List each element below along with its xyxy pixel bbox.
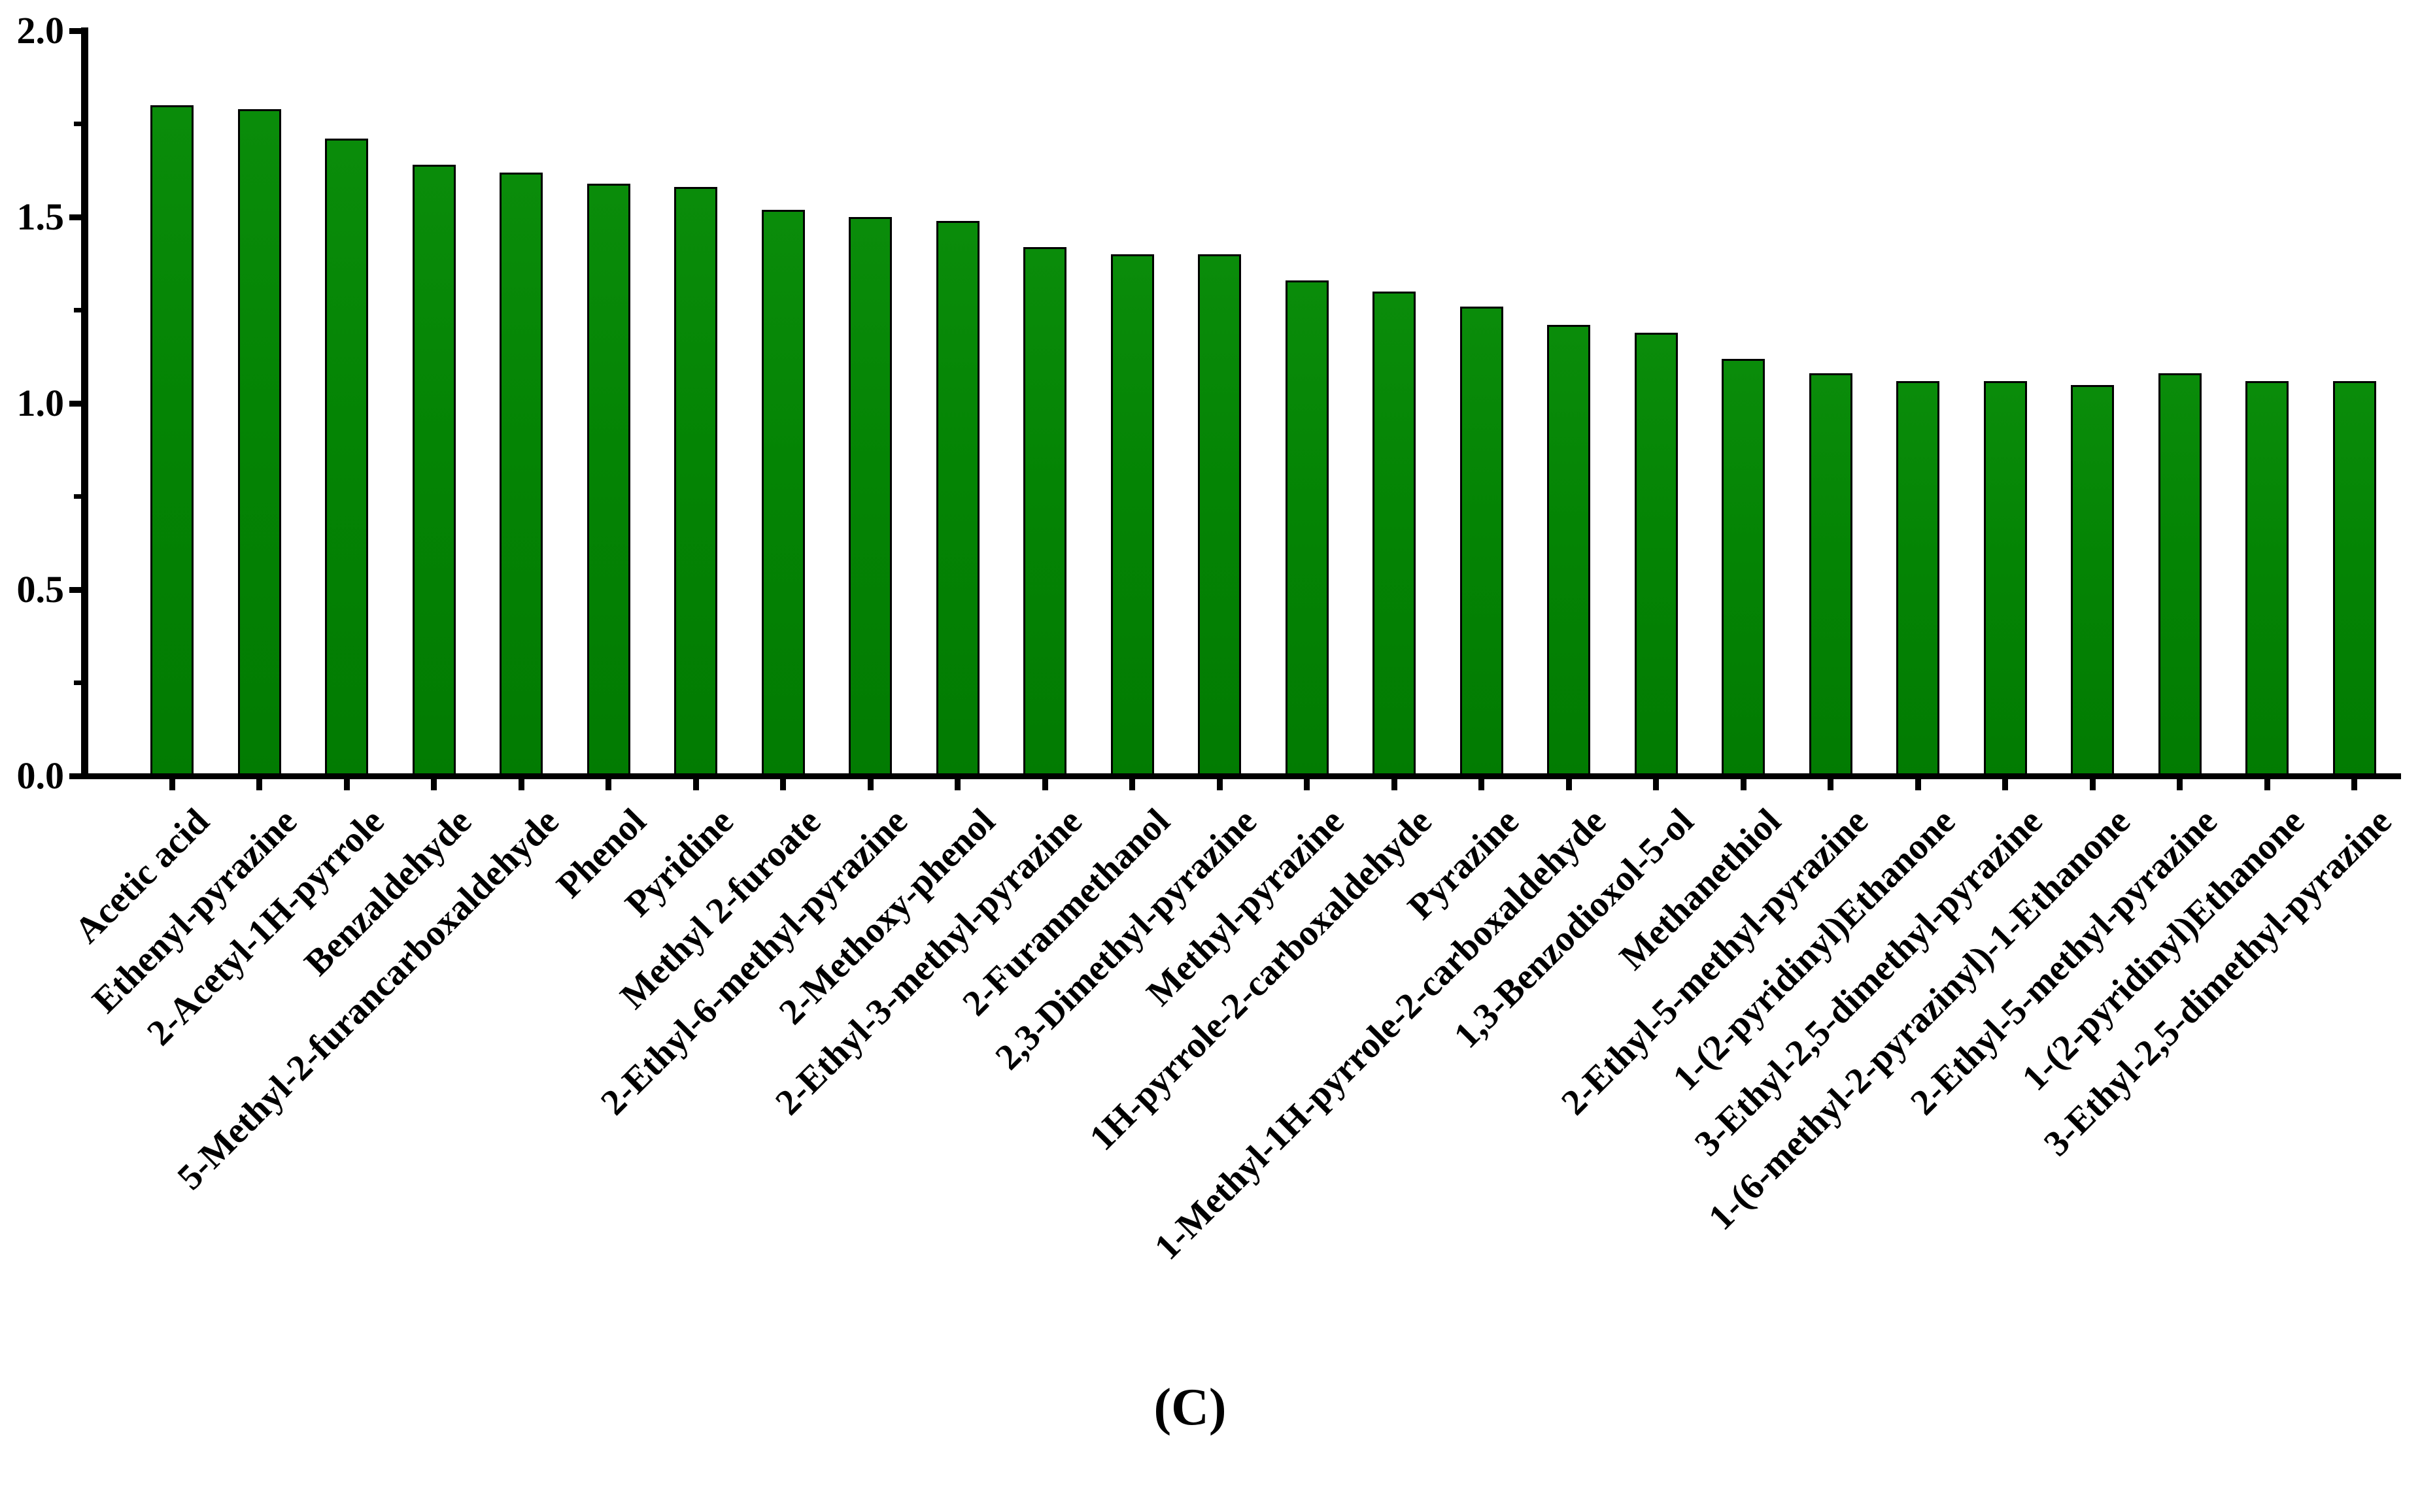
x-tick <box>1653 779 1659 790</box>
bar <box>936 220 980 776</box>
bar <box>2332 380 2376 776</box>
y-tick-label: 0.0 <box>16 754 65 797</box>
x-tick <box>1740 779 1747 790</box>
y-minor-tick <box>74 494 81 499</box>
bar <box>1372 292 1416 776</box>
bar <box>1285 280 1329 776</box>
y-minor-tick <box>74 308 81 312</box>
x-tick <box>780 779 786 790</box>
x-tick <box>1828 779 1833 790</box>
x-tick <box>343 779 350 790</box>
x-tick <box>1915 779 1921 790</box>
x-tick <box>692 779 699 790</box>
x-tick <box>2177 779 2183 790</box>
x-tick <box>1565 779 1572 790</box>
bar <box>2245 380 2289 776</box>
y-axis-spine <box>81 27 88 779</box>
y-minor-tick <box>74 680 81 685</box>
x-tick <box>2002 779 2008 790</box>
x-tick <box>1129 779 1135 790</box>
x-tick <box>1304 779 1310 790</box>
y-tick <box>69 773 81 779</box>
bar <box>150 105 194 776</box>
y-tick-label: 2.0 <box>16 9 65 52</box>
bar <box>1023 246 1066 776</box>
y-tick <box>69 27 81 34</box>
bar <box>1896 380 1939 776</box>
figure-caption: (C) <box>1153 1379 1227 1436</box>
x-tick <box>431 779 437 790</box>
bar <box>587 183 630 776</box>
x-tick <box>1391 779 1397 790</box>
x-tick <box>2089 779 2096 790</box>
bar <box>1634 332 1678 776</box>
x-tick <box>955 779 961 790</box>
y-tick-label: 0.5 <box>16 568 65 611</box>
bar <box>325 139 368 776</box>
bar <box>849 217 892 776</box>
x-tick <box>1042 779 1048 790</box>
x-tick <box>867 779 874 790</box>
bar <box>1809 373 1852 776</box>
bar <box>1110 254 1154 776</box>
x-tick <box>1216 779 1223 790</box>
y-tick <box>69 400 81 407</box>
bar <box>2071 384 2114 776</box>
bar <box>1547 325 1590 776</box>
x-tick <box>1478 779 1484 790</box>
bar <box>1459 306 1503 776</box>
x-tick <box>169 779 175 790</box>
bar <box>1198 254 1241 776</box>
x-tick <box>2351 779 2357 790</box>
bar <box>2158 373 2202 776</box>
x-tick <box>605 779 611 790</box>
bar <box>412 165 456 776</box>
x-tick <box>518 779 524 790</box>
x-axis-line <box>81 773 2401 779</box>
y-minor-tick <box>74 122 81 126</box>
bar <box>674 187 717 776</box>
x-tick <box>2264 779 2270 790</box>
x-tick <box>256 779 262 790</box>
bar <box>500 172 543 776</box>
bar <box>237 109 281 776</box>
bar <box>761 209 805 776</box>
bar <box>1983 380 2027 776</box>
y-tick <box>69 586 81 593</box>
bar <box>1722 358 1765 776</box>
y-tick-label: 1.5 <box>16 195 65 238</box>
y-tick <box>69 214 81 220</box>
y-tick-label: 1.0 <box>16 382 65 424</box>
